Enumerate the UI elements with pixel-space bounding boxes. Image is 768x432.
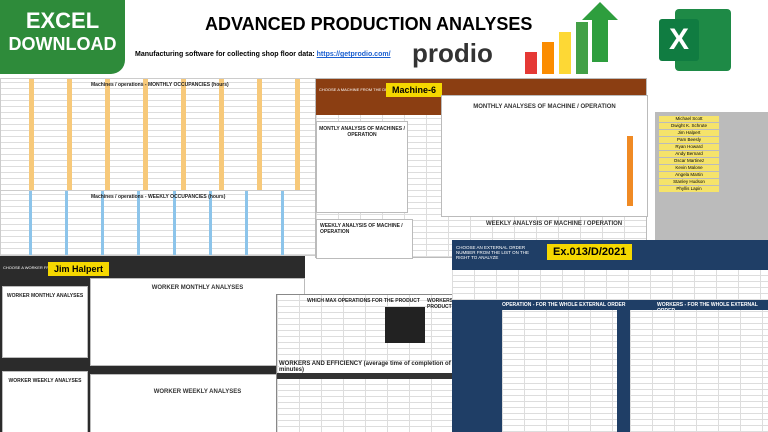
worker-name: Kevin Malone	[659, 165, 719, 171]
chart-title: MONTHLY ANALYSES OF MACHINE / OPERATION	[473, 104, 616, 110]
weekly-table: WEEKLY ANALYSIS OF MACHINE / OPERATION	[316, 219, 413, 259]
worker-name: Michael Scott	[659, 116, 719, 122]
worker-name: Pam Beesly	[659, 137, 719, 143]
worker-weekly-table: WORKER WEEKLY ANALYSES	[2, 371, 88, 432]
subtitle-text: Manufacturing software for collecting sh…	[135, 51, 315, 58]
order-select[interactable]: Ex.013/D/2021	[547, 244, 633, 260]
dark-block	[385, 307, 425, 343]
prompt: CHOOSE AN EXTERNAL ORDER NUMBER FROM THE…	[456, 245, 530, 260]
monthly-occupancy: Machines / operations - MONTHLY OCCUPANC…	[0, 78, 317, 192]
workers-table	[630, 310, 768, 432]
subtitle: Manufacturing software for collecting sh…	[135, 51, 391, 58]
download-badge[interactable]: EXCEL DOWNLOAD	[0, 0, 125, 74]
worker-name: Phyllis Lapin	[659, 186, 719, 192]
sheet-title: Machines / operations - MONTHLY OCCUPANC…	[91, 82, 229, 88]
growth-icon	[525, 2, 618, 74]
table-title: MONTLY ANALYSIS OF MACHINES / OPERATION	[319, 126, 405, 138]
prompt: CHOOSE A MACHINE FROM THE DROP DOWN LIST	[319, 87, 418, 92]
svg-text:X: X	[669, 23, 689, 56]
workers-list: Michael Scott Dwight K. Schrute Jim Halper…	[655, 112, 768, 252]
worker-name: Stanley Hudson	[659, 179, 719, 185]
table-title: WHICH MAX OPERATIONS FOR THE PRODUCT	[307, 298, 420, 304]
table-title: WORKER WEEKLY ANALYSES	[8, 378, 82, 384]
link[interactable]: https://getprodio.com/	[316, 51, 391, 58]
table-title: WORKER MONTHLY ANALYSES	[6, 293, 84, 299]
chart-title: WEEKLY ANALYSIS OF MACHINE / OPERATION	[486, 221, 623, 227]
chart-title: WORKER MONTHLY ANALYSES	[151, 285, 244, 291]
worker-name: Jim Halpert	[659, 130, 719, 136]
worker-name: Dwight K. Schrute	[659, 123, 719, 129]
order-summary	[452, 270, 768, 300]
worker-name: Angela Martin	[659, 172, 719, 178]
worker-name: Ryan Howard	[659, 144, 719, 150]
worker-select[interactable]: Jim Halpert	[48, 262, 110, 276]
operation-table	[502, 310, 617, 432]
worker-table: WORKER MONTHLY ANALYSES	[2, 286, 88, 358]
weekly-occupancy: Machines / operations - WEEKLY OCCUPANCI…	[0, 190, 317, 256]
table-title: WORKERS FOR THE PRODUCT	[427, 298, 476, 310]
section-title: OPERATION - FOR THE WHOLE EXTERNAL ORDER	[502, 302, 626, 308]
machine-select[interactable]: Machine-6	[386, 83, 443, 97]
title: ADVANCED PRODUCTION ANALYSES	[205, 14, 533, 34]
table-title: WORKERS AND EFFICIENCY (average time of …	[279, 361, 499, 373]
worker-panel: CHOOSE A WORKER FROM THE DROP DOWN LIST …	[0, 256, 305, 432]
worker-weekly-chart: WORKER WEEKLY ANALYSES	[90, 374, 305, 432]
order-panel: CHOOSE AN EXTERNAL ORDER NUMBER FROM THE…	[452, 240, 768, 432]
badge-line: DOWNLOAD	[8, 34, 117, 54]
logo: prodio	[412, 38, 493, 68]
table-title: WEEKLY ANALYSIS OF MACHINE / OPERATION	[320, 223, 403, 235]
machine-table: MONTLY ANALYSIS OF MACHINES / OPERATION	[316, 121, 408, 213]
worker-chart: WORKER MONTHLY ANALYSES	[90, 278, 305, 366]
worker-name: Oscar Martinez	[659, 158, 719, 164]
worker-name: Andy Bernard	[659, 151, 719, 157]
machine-panel: CHOOSE A MACHINE FROM THE DROP DOWN LIST…	[315, 78, 648, 259]
chart-bar	[627, 136, 633, 206]
chart-title: WORKER WEEKLY ANALYSES	[153, 389, 242, 395]
table-header	[277, 373, 499, 379]
machine-chart: MONTHLY ANALYSES OF MACHINE / OPERATION	[441, 95, 648, 217]
sheet-title: Machines / operations - WEEKLY OCCUPANCI…	[91, 194, 226, 200]
excel-icon: X	[659, 9, 731, 71]
badge-line: EXCEL	[25, 8, 100, 33]
